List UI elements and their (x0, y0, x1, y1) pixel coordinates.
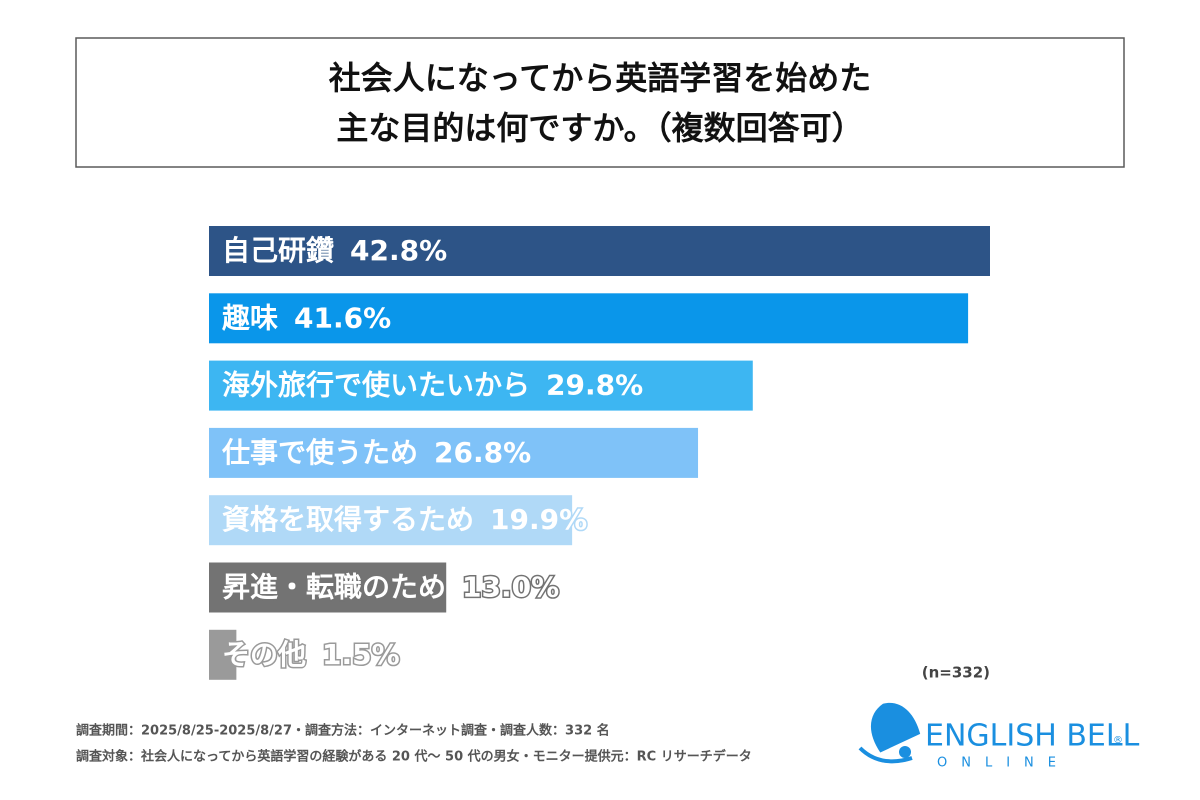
bar (209, 562, 447, 613)
bar (209, 360, 753, 411)
logo-icon (858, 702, 921, 764)
bar (209, 427, 699, 478)
logo-mark: ® (1113, 735, 1123, 746)
bar (209, 293, 969, 344)
chart-title: 主な目的は何ですか。（複数回答可） (336, 109, 863, 147)
bar (209, 495, 573, 546)
value-label: 1.5% (322, 638, 400, 671)
bar-label: 昇進・転職のため (222, 571, 446, 604)
bar (209, 226, 990, 276)
title-box (75, 37, 1125, 168)
bar-label: その他 (222, 638, 306, 671)
value-label: 19.9% (490, 503, 587, 536)
value-label: 29.8% (546, 369, 643, 402)
source-note: 調査対象：社会人になってから英語学習の経験がある 20 代〜 50 代の男女・モ… (76, 749, 752, 765)
source-note: 調査期間：2025/8/25-2025/8/27・調査方法：インターネット調査・… (76, 723, 610, 739)
value-label: 13.0% (462, 571, 559, 604)
bar-label: 趣味 (222, 301, 278, 334)
value-label: 26.8% (434, 436, 531, 469)
bar-label: 資格を取得するため (222, 503, 474, 536)
logo-sub: ONLINE (937, 756, 1070, 771)
bar-label: 自己研鑽 (222, 234, 334, 267)
bar-label: 仕事で使うため (221, 436, 418, 469)
bar-label: 海外旅行で使いたいから (222, 369, 530, 402)
chart-title: 社会人になってから英語学習を始めた (329, 59, 871, 97)
sample-note: (n=332) (922, 664, 990, 682)
value-label: 41.6% (294, 301, 391, 334)
logo-name: ENGLISH BELL (925, 719, 1140, 754)
value-label: 42.8% (350, 234, 447, 267)
bar (209, 629, 237, 680)
